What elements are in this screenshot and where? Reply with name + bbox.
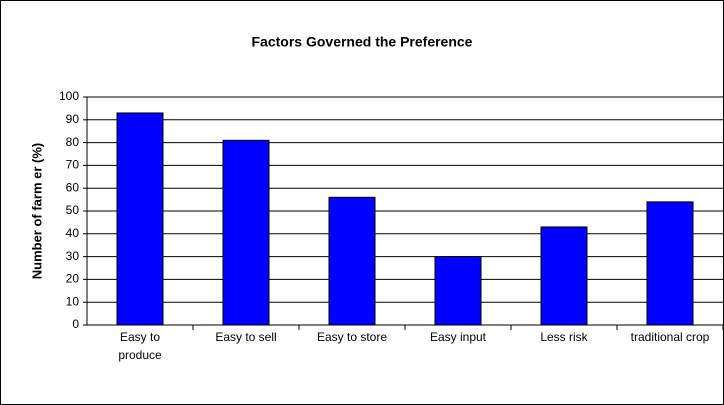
y-tick-label: 10 xyxy=(66,294,80,308)
y-tick-label: 60 xyxy=(66,180,80,194)
y-axis-label: Number of farm er (%) xyxy=(29,143,44,280)
x-tick-label: Less risk xyxy=(540,330,588,344)
y-tick-label: 30 xyxy=(66,249,80,263)
y-tick-label: 20 xyxy=(66,272,80,286)
bar xyxy=(116,112,164,326)
y-tick-label: 50 xyxy=(66,203,80,217)
x-tick-label: Easy to produce xyxy=(118,330,162,362)
x-tick-label: Easy input xyxy=(429,330,487,344)
bar xyxy=(222,139,270,326)
y-tick-label: 40 xyxy=(66,226,80,240)
y-tick-label: 0 xyxy=(72,317,79,331)
bar xyxy=(646,201,694,326)
bar xyxy=(434,256,482,326)
chart-title: Factors Governed the Preference xyxy=(252,34,473,50)
bar xyxy=(328,196,376,326)
x-tick-label: Easy to store xyxy=(316,330,388,344)
y-tick-label: 100 xyxy=(59,89,79,103)
y-tick-label: 90 xyxy=(66,112,80,126)
x-tick-label: traditional crop xyxy=(630,330,710,344)
y-tick-label: 80 xyxy=(66,135,80,149)
x-tick-label: Easy to sell xyxy=(215,330,277,344)
y-tick-label: 70 xyxy=(66,158,80,172)
bar xyxy=(540,226,588,326)
